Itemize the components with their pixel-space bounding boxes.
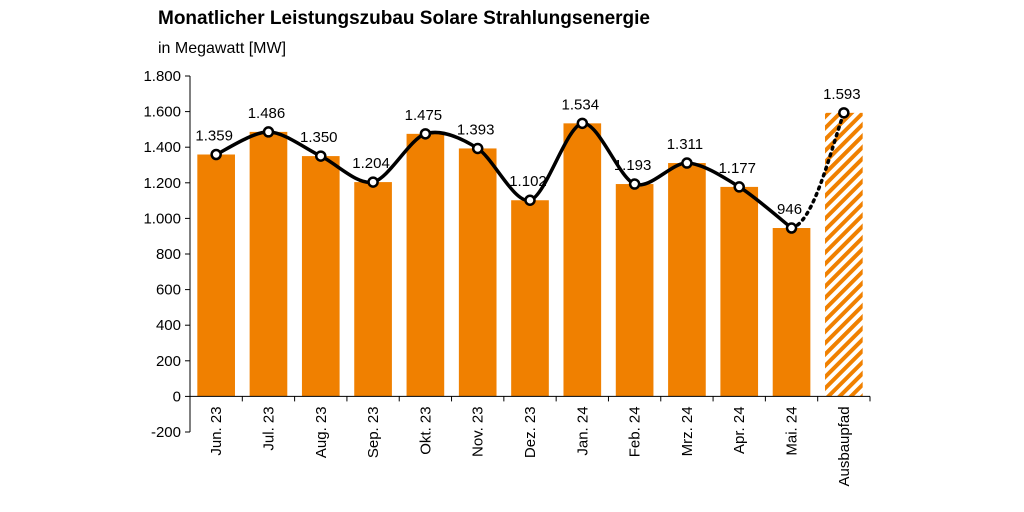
x-tick-label: Nov. 23 (470, 406, 487, 457)
y-tick-label: 600 (156, 282, 181, 299)
data-label: 1.486 (248, 105, 286, 122)
chart-subtitle: in Megawatt [MW] (158, 40, 287, 57)
x-tick-label: Jan. 24 (574, 406, 591, 455)
bar (301, 156, 340, 397)
data-label: 1.393 (457, 121, 495, 138)
data-point-marker (733, 181, 745, 193)
y-tick-label: 1.400 (143, 139, 181, 156)
y-tick-label: 1.800 (143, 68, 181, 85)
data-label: 1.204 (352, 155, 390, 172)
target-bar (825, 112, 863, 397)
data-label: 1.593 (823, 86, 861, 103)
data-point-marker (315, 150, 327, 162)
x-tick-label: Dez. 23 (522, 406, 539, 458)
data-label: 946 (777, 201, 802, 218)
y-tick-label: -200 (151, 424, 181, 441)
bar (668, 163, 706, 397)
bar (249, 131, 288, 397)
x-tick-label: Mrz. 24 (679, 406, 696, 456)
data-point-marker (785, 222, 798, 234)
data-point-marker (210, 148, 222, 161)
x-tick-label: Aug. 23 (313, 406, 330, 458)
bar (563, 123, 602, 397)
data-label: 1.193 (614, 157, 652, 174)
y-tick-label: 0 (173, 388, 181, 405)
chart-title: Monatlicher Leistungszubau Solare Strahl… (158, 8, 650, 29)
data-label: 1.350 (300, 129, 338, 146)
y-tick-label: 400 (156, 317, 181, 334)
bar (720, 186, 759, 397)
y-tick-label: 1.000 (143, 210, 181, 227)
data-label: 1.534 (562, 96, 600, 113)
y-tick-label: 1.200 (143, 175, 181, 192)
trend-line-projection (789, 111, 846, 230)
x-tick-label: Feb. 24 (627, 406, 644, 457)
data-label: 1.102 (509, 173, 547, 190)
data-label: 1.311 (667, 136, 703, 153)
x-tick-label: Mai. 24 (784, 406, 801, 455)
bar (772, 228, 811, 397)
data-point-marker (628, 178, 641, 190)
x-tick-label: Sep. 23 (365, 406, 382, 458)
bar (511, 200, 549, 397)
x-tick-label: Apr. 24 (731, 406, 748, 454)
data-point-marker (838, 107, 850, 119)
data-point-marker (419, 128, 432, 140)
bar (615, 184, 654, 397)
x-tick-label: Jul. 23 (260, 406, 277, 450)
data-point-marker (524, 194, 536, 206)
data-point-marker (367, 176, 379, 188)
y-tick-label: 200 (156, 353, 181, 370)
x-tick-label: Jun. 23 (208, 406, 225, 455)
bar (406, 133, 445, 397)
data-point-marker (576, 117, 589, 130)
data-label: 1.359 (195, 127, 233, 144)
data-point-marker (471, 142, 484, 155)
y-tick-label: 1.600 (143, 104, 181, 121)
data-label: 1.475 (405, 107, 443, 124)
data-point-marker (262, 126, 275, 138)
x-tick-label: Ausbaupfad (836, 406, 853, 486)
data-label: 1.177 (718, 160, 756, 177)
bar (197, 154, 235, 397)
bar (458, 148, 497, 397)
data-point-marker (681, 157, 693, 169)
bar (354, 182, 392, 397)
x-tick-label: Okt. 23 (417, 406, 434, 454)
y-tick-label: 800 (156, 246, 181, 263)
